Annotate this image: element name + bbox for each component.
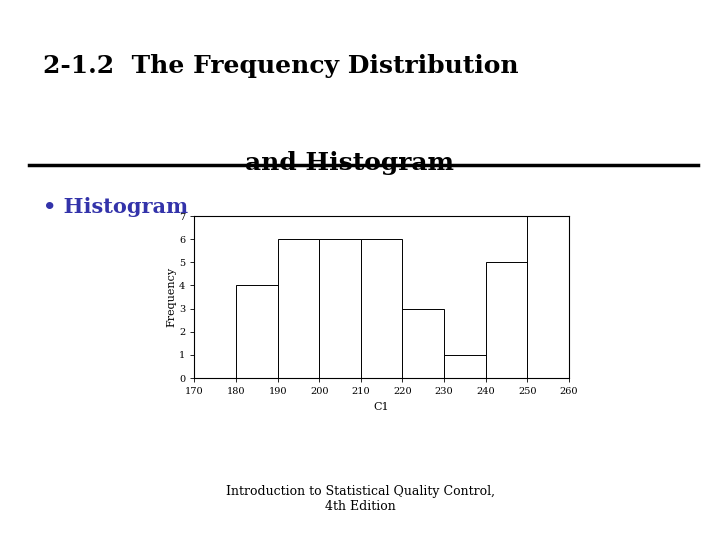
Bar [278, 239, 319, 378]
Bar [402, 308, 444, 378]
Text: and Histogram: and Histogram [245, 151, 454, 175]
Text: 2-1.2  The Frequency Distribution: 2-1.2 The Frequency Distribution [43, 54, 519, 78]
X-axis label: C1: C1 [374, 402, 390, 411]
Bar [361, 239, 402, 378]
Bar [485, 262, 527, 378]
Text: Introduction to Statistical Quality Control,
4th Edition: Introduction to Statistical Quality Cont… [225, 485, 495, 513]
Y-axis label: Frequency: Frequency [166, 267, 176, 327]
Bar [319, 239, 361, 378]
Bar [569, 332, 611, 378]
Text: • Histogram: • Histogram [43, 197, 189, 217]
Bar [527, 216, 569, 378]
Bar [236, 286, 278, 378]
Bar [444, 355, 485, 378]
